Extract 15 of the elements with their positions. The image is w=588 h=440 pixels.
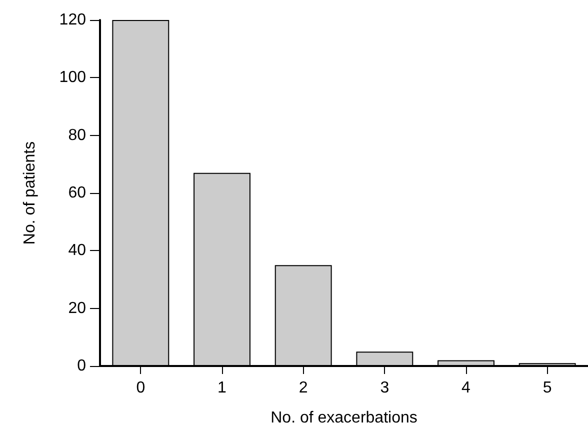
y-tick-label: 120 — [59, 12, 86, 28]
y-tick-label: 0 — [77, 358, 86, 374]
x-tick-label: 5 — [542, 380, 552, 396]
y-tick-label: 20 — [68, 300, 86, 317]
x-tick-label: 1 — [218, 380, 227, 396]
x-tick-label: 2 — [298, 380, 308, 396]
x-tick-label: 0 — [136, 380, 146, 396]
y-tick-label: 40 — [68, 242, 86, 260]
y-tick-label: 60 — [68, 184, 86, 202]
y-axis-title: No. of patients — [22, 141, 38, 245]
x-tick-label: 3 — [380, 380, 390, 396]
y-tick-label: 100 — [59, 69, 86, 86]
x-tick-label: 4 — [462, 380, 471, 396]
y-tick-label: 80 — [68, 126, 86, 144]
x-axis-title: No. of exacerbations — [270, 410, 418, 426]
